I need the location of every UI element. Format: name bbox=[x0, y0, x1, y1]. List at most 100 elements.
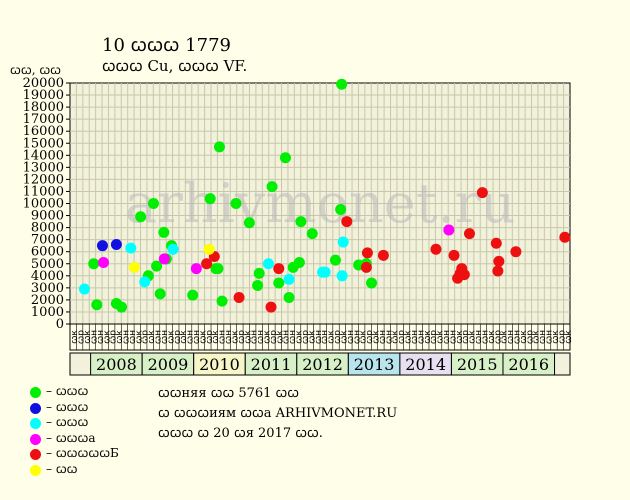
x-tick-label: ꞷр bbox=[269, 330, 279, 344]
y-tick-label: 1000 bbox=[31, 305, 64, 320]
data-point bbox=[230, 198, 242, 209]
x-tick-label: ꞷн bbox=[320, 330, 330, 344]
year-label: 2010 bbox=[199, 355, 240, 374]
x-tick-label: ꞷк bbox=[455, 330, 465, 344]
x-tick-label: ꞷр bbox=[557, 330, 567, 344]
data-point bbox=[213, 141, 225, 153]
x-tick-label: ꞷн bbox=[128, 330, 138, 344]
x-tick-label: ꞷк bbox=[436, 330, 446, 344]
x-tick-label: ꞷр bbox=[461, 330, 471, 344]
x-tick-label: ꞷн bbox=[378, 330, 388, 344]
x-tick-label: ꞷн bbox=[186, 330, 196, 344]
x-tick-label: ꞷн bbox=[224, 330, 234, 344]
x-tick-label: ꞷк bbox=[243, 330, 253, 344]
year-cell bbox=[502, 352, 556, 376]
x-tick-label: ꞷн bbox=[442, 330, 452, 344]
data-point bbox=[283, 291, 295, 303]
x-tick-label: ꞷн bbox=[448, 330, 458, 344]
x-tick-label: ꞷк bbox=[263, 330, 273, 344]
data-point bbox=[319, 266, 331, 278]
data-point bbox=[78, 283, 90, 295]
x-tick-label: ꞷр bbox=[525, 330, 535, 344]
x-tick-label: ꞷн bbox=[256, 330, 266, 344]
y-tick-label: 10000 bbox=[23, 197, 64, 212]
x-tick-label: ꞷк bbox=[423, 330, 433, 344]
data-point bbox=[96, 240, 108, 252]
x-tick-label: ꞷк bbox=[500, 330, 510, 344]
data-point bbox=[458, 269, 470, 281]
y-axis-label: ꞷꞷ, ꞷꞷ bbox=[10, 63, 62, 77]
y-tick-label: 20000 bbox=[23, 76, 64, 91]
data-point bbox=[190, 263, 202, 275]
data-point bbox=[139, 276, 151, 288]
footer-line-source: ꞷ ꞷꞷꞷиям ꞷꞷa ARHIVMONET.RU bbox=[158, 406, 398, 421]
legend-dot bbox=[30, 402, 41, 414]
data-point bbox=[167, 243, 179, 255]
data-point bbox=[377, 249, 389, 261]
x-tick-label: ꞷн bbox=[506, 330, 516, 344]
y-tick-label: 6000 bbox=[31, 245, 64, 260]
x-tick-label: ꞷн bbox=[384, 330, 394, 344]
data-point bbox=[493, 255, 505, 267]
x-tick-label: ꞷк bbox=[166, 330, 176, 344]
data-point bbox=[262, 258, 274, 270]
x-tick-label: ꞷк bbox=[551, 330, 561, 344]
year-label: 2016 bbox=[508, 355, 549, 374]
data-point bbox=[283, 273, 295, 285]
year-label: 2015 bbox=[457, 355, 498, 374]
data-point bbox=[273, 263, 285, 275]
y-tick-label: 15000 bbox=[23, 136, 64, 151]
year-label: 2014 bbox=[405, 355, 446, 374]
y-tick-label: 4000 bbox=[31, 269, 64, 284]
x-tick-label: ꞷк bbox=[275, 330, 285, 344]
data-point bbox=[204, 193, 216, 205]
y-tick-label: 19000 bbox=[23, 88, 64, 103]
chart-subtitle: ꞷꞷꞷ Cu, ꞷꞷꞷ VF. bbox=[102, 57, 248, 75]
x-tick-label: ꞷн bbox=[346, 330, 356, 344]
data-point bbox=[306, 228, 318, 240]
x-tick-label: ꞷк bbox=[102, 330, 112, 344]
x-tick-label: ꞷк bbox=[295, 330, 305, 344]
x-tick-label: ꞷр bbox=[429, 330, 439, 344]
data-point bbox=[243, 217, 255, 229]
y-tick-label: 8000 bbox=[31, 221, 64, 236]
x-tick-label: ꞷн bbox=[314, 330, 324, 344]
x-tick-label: ꞷн bbox=[121, 330, 131, 344]
x-tick-label: ꞷк bbox=[198, 330, 208, 344]
y-tick-label: 5000 bbox=[31, 257, 64, 272]
y-tick-label: 0 bbox=[56, 317, 64, 332]
legend-dot bbox=[30, 449, 41, 460]
x-tick-label: ꞷр bbox=[333, 330, 343, 344]
data-point bbox=[443, 224, 455, 236]
x-tick-label: ꞷк bbox=[211, 330, 221, 344]
data-point bbox=[279, 152, 291, 164]
footer-note: ꞷꞷняя ꞷꞷ 5761 ꞷꞷ ꞷ ꞷꞷꞷиям ꞷꞷa ARHIVMONET… bbox=[158, 384, 397, 444]
data-point bbox=[476, 187, 488, 199]
data-point bbox=[216, 295, 228, 307]
data-point bbox=[158, 253, 170, 265]
x-tick-label: ꞷн bbox=[250, 330, 260, 344]
x-tick-label: ꞷк bbox=[70, 330, 80, 344]
y-tick-label: 14000 bbox=[23, 148, 64, 163]
data-point bbox=[98, 257, 110, 269]
x-tick-label: ꞷк bbox=[404, 330, 414, 344]
x-tick-label: ꞷн bbox=[218, 330, 228, 344]
data-point bbox=[366, 277, 378, 289]
x-tick-label: ꞷк bbox=[134, 330, 144, 344]
data-point bbox=[463, 228, 475, 240]
y-tick-label: 9000 bbox=[31, 209, 64, 224]
x-tick-label: ꞷн bbox=[545, 330, 555, 344]
data-point bbox=[88, 258, 100, 270]
x-tick-label: ꞷн bbox=[410, 330, 420, 344]
x-tick-label: ꞷр bbox=[109, 330, 119, 344]
data-point bbox=[335, 204, 347, 216]
year-label: 2013 bbox=[354, 355, 395, 374]
x-tick-label: ꞷн bbox=[538, 330, 548, 344]
x-tick-label: ꞷк bbox=[487, 330, 497, 344]
data-point bbox=[158, 226, 170, 238]
x-tick-label: ꞷр bbox=[77, 330, 87, 344]
chart-title: 10 ꞷꞷꞷ 1779 bbox=[102, 35, 231, 56]
y-tick-label: 11000 bbox=[23, 184, 64, 199]
data-point bbox=[510, 246, 522, 258]
x-tick-label: ꞷн bbox=[480, 330, 490, 344]
